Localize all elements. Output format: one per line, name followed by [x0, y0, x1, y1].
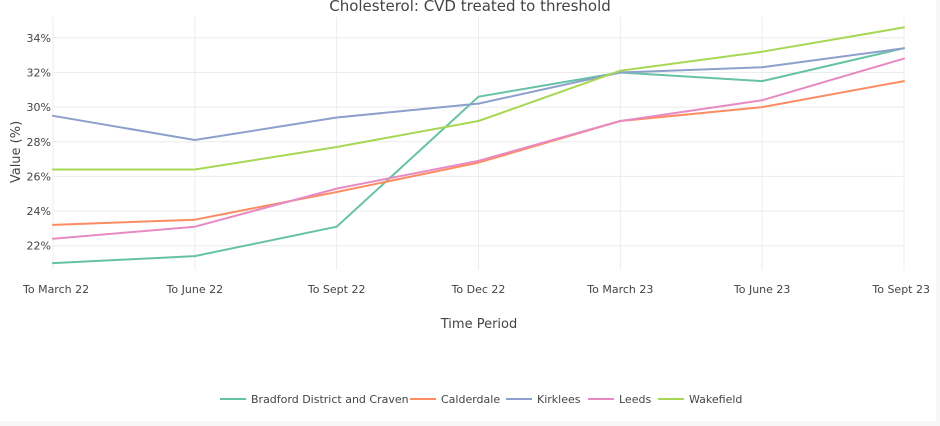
legend-item[interactable]: Bradford District and Craven — [220, 393, 409, 406]
x-tick-label: To March 22 — [22, 283, 89, 296]
x-tick-label: To June 22 — [166, 283, 224, 296]
y-tick-label: 22% — [27, 240, 51, 253]
legend-item[interactable]: Kirklees — [506, 393, 581, 406]
y-axis-title: Value (%) — [9, 121, 24, 183]
legend-label: Bradford District and Craven — [251, 393, 409, 406]
y-tick-label: 32% — [27, 66, 51, 79]
y-axis-ticks: 22% 24% 26% 28% 30% 32% 34% — [27, 32, 51, 253]
x-tick-label: To June 23 — [733, 283, 791, 296]
chart-title: Cholesterol: CVD treated to threshold — [329, 0, 611, 15]
series-line-calderdale — [52, 80, 905, 226]
x-axis-ticks: To March 22 To June 22 To Sept 22 To Dec 22… — [22, 283, 930, 296]
series-lines — [52, 26, 905, 265]
x-axis-title: Time Period — [440, 317, 517, 332]
y-tick-label: 26% — [27, 170, 51, 183]
y-tick-label: 30% — [27, 101, 51, 114]
legend-label: Leeds — [619, 393, 651, 406]
legend-label: Calderdale — [441, 393, 500, 406]
legend-item[interactable]: Wakefield — [658, 393, 742, 406]
legend-item[interactable]: Calderdale — [410, 393, 500, 406]
x-tick-label: To Sept 23 — [871, 283, 930, 296]
y-tick-label: 28% — [27, 136, 51, 149]
y-tick-label: 24% — [27, 205, 51, 218]
legend-item[interactable]: Leeds — [588, 393, 651, 406]
series-line-leeds — [52, 57, 905, 240]
series-line-kirklees — [52, 47, 905, 141]
series-line-wakefield — [52, 26, 905, 171]
x-tick-label: To March 23 — [586, 283, 653, 296]
legend-label: Wakefield — [689, 393, 742, 406]
legend[interactable]: Bradford District and Craven Calderdale Ki… — [220, 393, 742, 406]
gridlines — [52, 17, 905, 270]
y-tick-label: 34% — [27, 32, 51, 45]
x-tick-label: To Dec 22 — [451, 283, 506, 296]
legend-label: Kirklees — [537, 393, 581, 406]
x-tick-label: To Sept 22 — [307, 283, 366, 296]
series-line-bradford-district-and-craven — [52, 47, 905, 265]
